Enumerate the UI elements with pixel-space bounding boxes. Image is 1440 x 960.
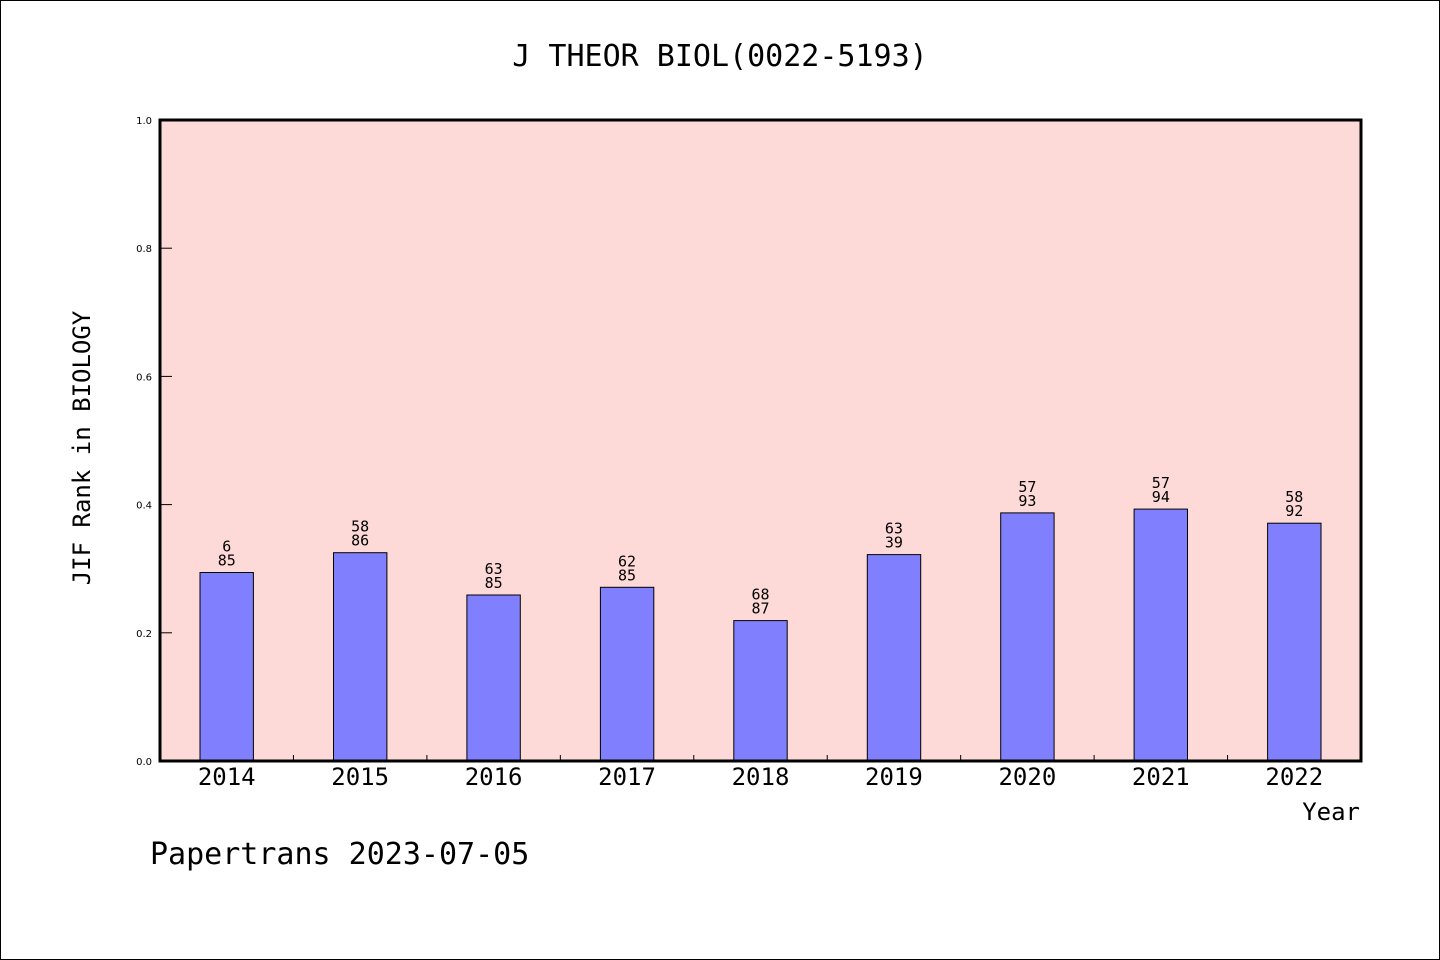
bar-label-top-2022: 58 — [1285, 488, 1303, 506]
bar-label-bottom-2017: 85 — [618, 566, 636, 584]
x-tick-label-2022: 2022 — [1265, 763, 1323, 791]
bar-2022 — [1267, 522, 1322, 762]
bar-label-top-2021: 57 — [1152, 474, 1170, 492]
y-tick-label: 0.8 — [136, 244, 152, 255]
bar-2015 — [333, 552, 388, 762]
bar-label-bottom-2022: 92 — [1285, 502, 1303, 520]
x-tick-label-2020: 2020 — [998, 763, 1056, 791]
bar-label-top-2016: 63 — [485, 560, 503, 578]
x-tick-label-2019: 2019 — [865, 763, 923, 791]
bar-label-bottom-2016: 85 — [485, 574, 503, 592]
x-tick-label-2015: 2015 — [331, 763, 389, 791]
bar-2014 — [199, 572, 254, 762]
bar-2019 — [866, 554, 922, 762]
x-tick-label-2017: 2017 — [598, 763, 656, 791]
bar-2016 — [466, 594, 521, 762]
y-axis-label: JIF Rank in BIOLOGY — [68, 310, 96, 585]
y-tick-label: 0.0 — [136, 757, 152, 768]
chart-title: J THEOR BIOL(0022-5193) — [512, 39, 927, 74]
y-tick-label: 0.6 — [136, 372, 152, 383]
bar-2020 — [1000, 512, 1055, 762]
y-tick-label: 1.0 — [136, 116, 152, 127]
footer-text: Papertrans 2023-07-05 — [150, 837, 529, 872]
bar-2018 — [733, 620, 788, 762]
y-tick-label: 0.4 — [136, 501, 152, 512]
x-tick-label-2021: 2021 — [1132, 763, 1190, 791]
bar-label-top-2014: 6 — [222, 538, 231, 556]
y-tick-label: 0.2 — [136, 629, 152, 640]
bar-label-top-2017: 62 — [618, 552, 636, 570]
bar-label-top-2020: 57 — [1018, 478, 1036, 496]
bar-label-bottom-2021: 94 — [1152, 488, 1170, 506]
bar-label-bottom-2020: 93 — [1018, 492, 1036, 510]
x-axis-label: Year — [1302, 798, 1360, 826]
plot-border — [158, 118, 1363, 763]
bar-2017 — [599, 586, 655, 762]
x-tick-label-2018: 2018 — [732, 763, 790, 791]
bar-label-top-2015: 58 — [351, 518, 369, 536]
bar-label-top-2018: 68 — [751, 586, 769, 604]
bar-label-bottom-2015: 86 — [351, 532, 369, 550]
bar-label-bottom-2019: 39 — [885, 534, 903, 552]
bar-label-bottom-2014: 85 — [218, 552, 236, 570]
x-axis-categories: 2014 2015 2016 2017 2018 2019 2020 2021 2022 — [198, 755, 1323, 791]
x-tick-label-2014: 2014 — [198, 763, 256, 791]
x-tick-label-2016: 2016 — [465, 763, 523, 791]
bar-label-top-2019: 63 — [885, 520, 903, 538]
bar-label-bottom-2018: 87 — [751, 600, 769, 618]
bar-2021 — [1133, 508, 1188, 762]
